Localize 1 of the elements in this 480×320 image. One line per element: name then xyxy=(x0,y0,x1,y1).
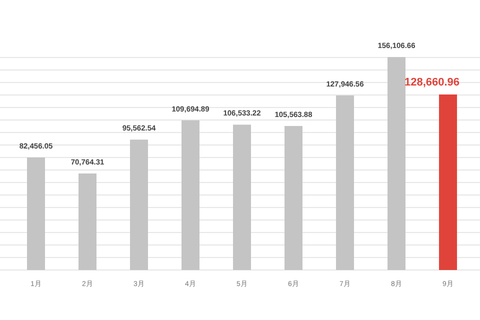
data-label: 128,660.96 xyxy=(404,76,460,88)
